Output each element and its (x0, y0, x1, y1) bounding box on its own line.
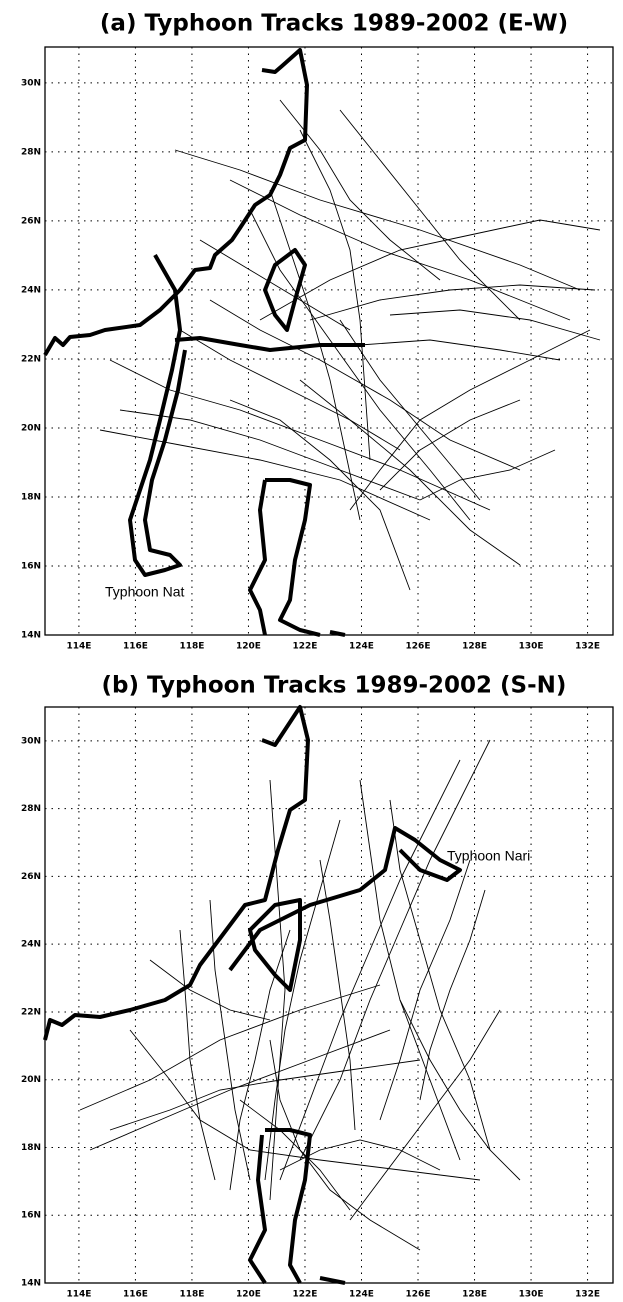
x-tick-label: 120E (236, 1290, 261, 1300)
x-tick-label: 132E (575, 642, 600, 652)
y-tick-label: 20N (21, 423, 41, 433)
x-tick-label: 124E (349, 642, 374, 652)
plot-frame (44, 706, 614, 1284)
x-tick-label: 130E (519, 642, 544, 652)
x-tick-label: 130E (519, 1290, 544, 1300)
y-tick-label: 30N (21, 78, 41, 88)
x-tick-label: 128E (462, 642, 487, 652)
plot-frame (44, 46, 614, 636)
y-tick-label: 22N (21, 1007, 41, 1017)
y-tick-label: 16N (21, 1211, 41, 1221)
coastline (43, 48, 365, 637)
y-tick-label: 30N (21, 736, 41, 746)
x-tick-label: 114E (66, 642, 91, 652)
y-tick-label: 28N (21, 804, 41, 814)
x-tick-label: 120E (236, 642, 261, 652)
x-tick-label: 118E (179, 1290, 204, 1300)
y-tick-label: 18N (21, 492, 41, 502)
x-tick-label: 122E (293, 1290, 318, 1300)
y-tick-label: 24N (21, 940, 41, 950)
annotation: Typhoon Nat (105, 584, 184, 600)
panel-title: (a) Typhoon Tracks 1989-2002 (E-W) (100, 11, 568, 37)
x-tick-label: 126E (406, 1290, 431, 1300)
y-tick-label: 20N (21, 1075, 41, 1085)
x-tick-label: 114E (66, 1290, 91, 1300)
x-tick-label: 128E (462, 1290, 487, 1300)
x-tick-label: 126E (406, 642, 431, 652)
x-tick-label: 122E (293, 642, 318, 652)
y-tick-label: 28N (21, 147, 41, 157)
annotation: Typhoon Nari (447, 848, 530, 864)
y-tick-label: 16N (21, 561, 41, 571)
y-tick-label: 14N (21, 1279, 41, 1289)
y-tick-label: 18N (21, 1143, 41, 1153)
y-tick-label: 24N (21, 285, 41, 295)
y-tick-label: 22N (21, 354, 41, 364)
tracks (79, 739, 521, 1251)
x-tick-label: 116E (123, 1290, 148, 1300)
y-tick-label: 14N (21, 631, 41, 641)
coastline (43, 705, 462, 1285)
y-tick-label: 26N (21, 216, 41, 226)
y-tick-label: 26N (21, 872, 41, 882)
x-tick-label: 124E (349, 1290, 374, 1300)
x-tick-label: 132E (575, 1290, 600, 1300)
x-tick-label: 116E (123, 642, 148, 652)
x-tick-label: 118E (179, 642, 204, 652)
panel-title: (b) Typhoon Tracks 1989-2002 (S-N) (102, 673, 567, 699)
